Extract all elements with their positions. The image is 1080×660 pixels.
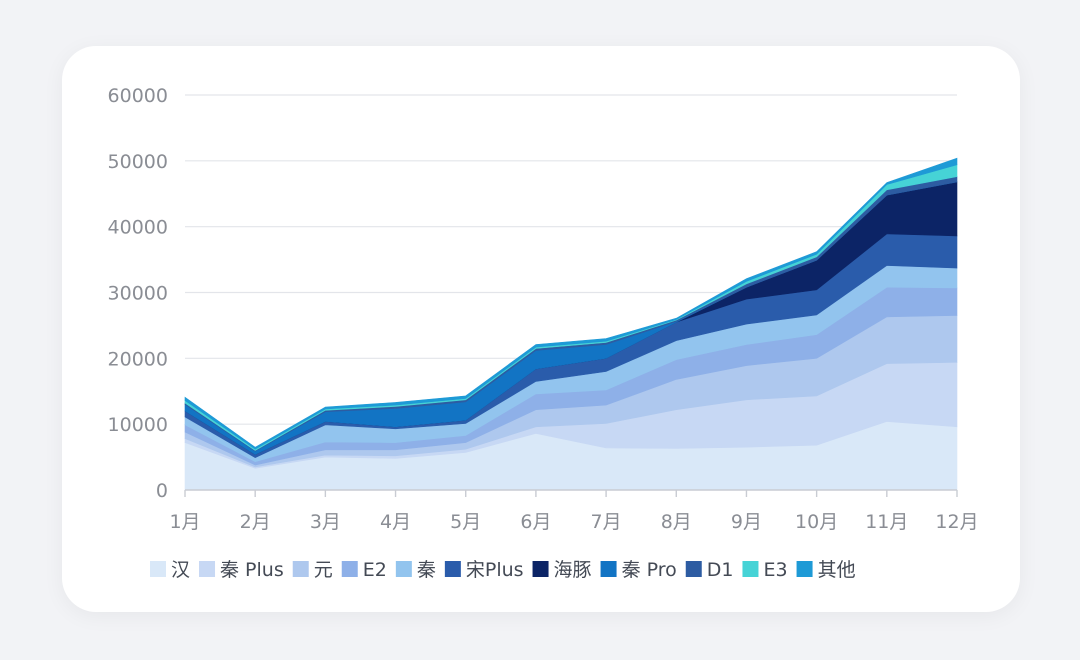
x-tick-label: 2月 (240, 511, 271, 533)
x-tick-label: 5月 (450, 511, 481, 533)
x-tick-label: 6月 (520, 511, 551, 533)
legend-label: 其他 (818, 559, 856, 581)
legend-item[interactable]: E2 (341, 559, 387, 581)
legend-swatch (600, 561, 617, 577)
x-tick-label: 10月 (795, 511, 838, 533)
legend-label: 秦 Pro (622, 559, 677, 581)
legend-item[interactable]: 宋Plus (444, 559, 524, 581)
legend-item[interactable]: D1 (685, 559, 734, 581)
legend-swatch (341, 561, 358, 577)
legend-label: E2 (363, 559, 387, 581)
legend-item[interactable]: 秦 (395, 559, 436, 581)
y-tick-label: 50000 (108, 151, 168, 173)
legend-label: 海豚 (554, 559, 592, 581)
legend-swatch (796, 561, 813, 577)
area-series (184, 157, 958, 491)
y-tick-label: 40000 (108, 217, 168, 239)
legend-item[interactable]: 其他 (796, 559, 856, 581)
y-tick-label: 20000 (108, 348, 168, 370)
y-tick-label: 10000 (108, 414, 168, 436)
legend-swatch (292, 561, 309, 577)
legend-swatch (444, 561, 461, 577)
x-tick-label: 4月 (380, 511, 411, 533)
x-tick-label: 3月 (310, 511, 341, 533)
x-tick-label: 8月 (661, 511, 692, 533)
x-axis-ticks: 1月 2月 3月 4月 5月 6月 7月 8月 9月 10月 11月 12月 (169, 490, 979, 533)
y-tick-label: 0 (156, 480, 168, 502)
y-tick-label: 60000 (108, 85, 168, 107)
legend-label: 汉 (171, 559, 190, 581)
x-tick-label: 12月 (935, 511, 978, 533)
legend-item[interactable]: E3 (742, 559, 788, 581)
legend-item[interactable]: 海豚 (532, 559, 592, 581)
legend-item[interactable]: 元 (292, 559, 333, 581)
legend-swatch (742, 561, 759, 577)
legend-item[interactable]: 秦 Pro (600, 559, 677, 581)
legend-label: 秦 (417, 559, 436, 581)
legend-swatch (150, 561, 166, 577)
legend-label: 秦 Plus (220, 559, 284, 581)
x-tick-label: 11月 (865, 511, 908, 533)
legend-swatch (395, 561, 412, 577)
area-series-10 (184, 157, 958, 450)
legend-label: 元 (314, 559, 333, 581)
legend-item[interactable]: 秦 Plus (199, 559, 284, 581)
legend-swatch (685, 561, 702, 577)
x-tick-label: 1月 (169, 511, 200, 533)
legend-label: E3 (763, 559, 787, 581)
y-tick-label: 30000 (108, 283, 168, 305)
legend-swatch (532, 561, 549, 577)
y-axis-ticks: 0 10000 20000 30000 40000 50000 60000 (108, 85, 168, 502)
x-tick-label: 9月 (731, 511, 762, 533)
legend-label: 宋Plus (466, 559, 524, 581)
x-tick-label: 7月 (591, 511, 622, 533)
legend: 汉 秦 Plus 元 E2 秦 宋Plus 海豚 秦 Pro D1 E3 其他 (150, 559, 856, 581)
legend-item[interactable]: 汉 (150, 559, 190, 581)
legend-swatch (199, 561, 216, 577)
legend-label: D1 (707, 559, 734, 581)
